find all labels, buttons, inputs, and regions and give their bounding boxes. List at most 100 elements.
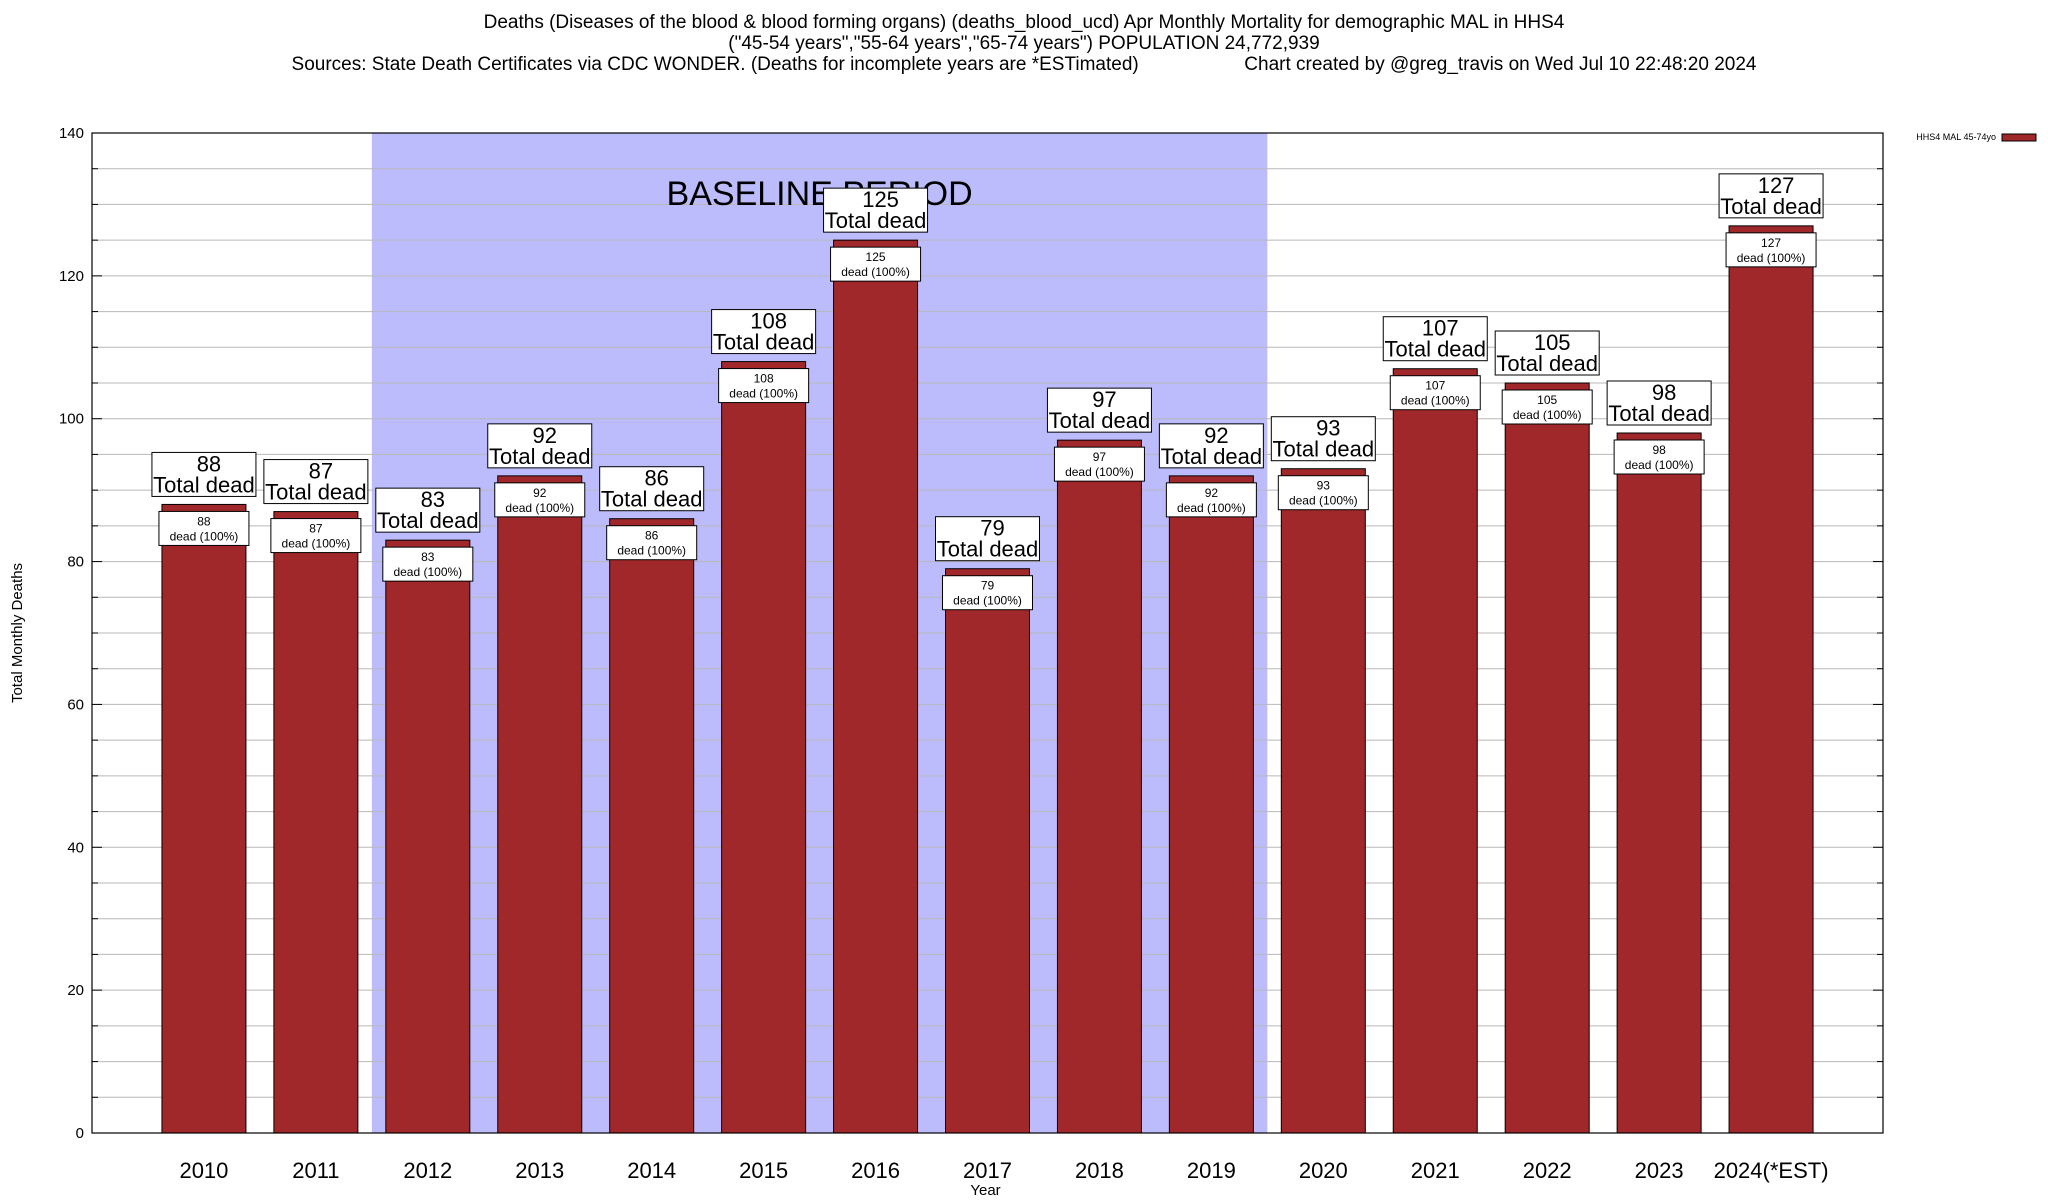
bar bbox=[1504, 382, 1590, 1134]
x-tick-label: 2023 bbox=[1635, 1158, 1684, 1183]
x-axis-label: Year bbox=[970, 1182, 1000, 1199]
top-label-text: Total dead bbox=[377, 508, 479, 533]
inner-label-value: 88 bbox=[197, 514, 211, 528]
top-label-box bbox=[1494, 330, 1600, 376]
inner-label-value: 97 bbox=[1093, 450, 1107, 464]
top-label-value: 125 bbox=[862, 187, 899, 212]
top-label-box bbox=[711, 309, 817, 355]
y-tick-label: 60 bbox=[67, 696, 84, 713]
inner-label-value: 108 bbox=[754, 372, 774, 386]
inner-label-text: dead (100%) bbox=[1737, 251, 1806, 265]
inner-label-value: 98 bbox=[1652, 443, 1666, 457]
top-label-value: 88 bbox=[197, 451, 221, 476]
top-label-value: 97 bbox=[1092, 387, 1116, 412]
top-label-text: Total dead bbox=[937, 537, 1039, 562]
top-label-box bbox=[1606, 380, 1712, 426]
x-tick-label: 2014 bbox=[627, 1158, 676, 1183]
inner-label-value: 79 bbox=[981, 579, 995, 593]
top-label-text: Total dead bbox=[601, 487, 703, 512]
x-tick-label: 2019 bbox=[1187, 1158, 1236, 1183]
chart-credit: Chart created by @greg_travis on Wed Jul… bbox=[1244, 54, 1757, 75]
inner-label-box bbox=[1501, 389, 1593, 425]
plot-border bbox=[91, 132, 1884, 1134]
inner-label-text: dead (100%) bbox=[1177, 501, 1246, 515]
inner-label-text: dead (100%) bbox=[1289, 494, 1358, 508]
bar bbox=[1280, 468, 1366, 1134]
inner-label-box bbox=[270, 518, 362, 554]
inner-label-value: 93 bbox=[1317, 479, 1331, 493]
top-label-text: Total dead bbox=[489, 444, 591, 469]
inner-label-box bbox=[158, 510, 250, 546]
top-label-box bbox=[599, 466, 705, 512]
top-label-text: Total dead bbox=[1720, 194, 1822, 219]
bar bbox=[385, 539, 471, 1134]
inner-label-value: 125 bbox=[866, 250, 886, 264]
x-tick-label: 2021 bbox=[1411, 1158, 1460, 1183]
bar bbox=[1056, 439, 1142, 1134]
top-label-box bbox=[263, 459, 369, 505]
y-tick-label: 40 bbox=[67, 839, 84, 856]
top-label-text: Total dead bbox=[1161, 444, 1263, 469]
inner-label-box bbox=[718, 368, 810, 404]
inner-label-value: 86 bbox=[645, 529, 659, 543]
inner-label-text: dead (100%) bbox=[505, 501, 574, 515]
inner-label-box bbox=[1277, 475, 1369, 511]
y-tick-label: 20 bbox=[67, 982, 84, 999]
top-label-value: 93 bbox=[1316, 416, 1340, 441]
top-label-text: Total dead bbox=[1049, 408, 1151, 433]
inner-label-box bbox=[1053, 446, 1145, 482]
inner-label-box bbox=[1165, 482, 1257, 518]
bar bbox=[609, 518, 695, 1134]
top-label-value: 92 bbox=[1204, 423, 1228, 448]
inner-label-box bbox=[1725, 232, 1817, 268]
x-tick-label: 2024(*EST) bbox=[1714, 1158, 1829, 1183]
bar bbox=[1168, 475, 1254, 1134]
y-tick-label: 120 bbox=[59, 268, 84, 285]
top-label-value: 87 bbox=[309, 459, 333, 484]
inner-label-text: dead (100%) bbox=[1401, 394, 1470, 408]
top-label-text: Total dead bbox=[1608, 401, 1710, 426]
top-label-value: 107 bbox=[1422, 316, 1459, 341]
bar bbox=[497, 475, 583, 1134]
inner-label-value: 107 bbox=[1425, 379, 1445, 393]
inner-label-text: dead (100%) bbox=[1625, 458, 1694, 472]
x-tick-label: 2015 bbox=[739, 1158, 788, 1183]
chart-source-line: Sources: State Death Certificates via CD… bbox=[0, 54, 2048, 75]
inner-label-box bbox=[606, 525, 698, 561]
top-label-box bbox=[935, 516, 1040, 562]
legend-label: HHS4 MAL 45-74yo bbox=[1916, 132, 1996, 142]
inner-label-value: 127 bbox=[1761, 236, 1781, 250]
top-label-text: Total dead bbox=[825, 208, 927, 233]
top-label-value: 79 bbox=[980, 516, 1004, 541]
top-label-text: Total dead bbox=[713, 330, 815, 355]
top-label-value: 127 bbox=[1758, 173, 1795, 198]
top-label-box bbox=[1270, 416, 1376, 462]
top-label-box bbox=[1158, 423, 1264, 469]
inner-label-value: 92 bbox=[1205, 486, 1219, 500]
y-tick-label: 100 bbox=[59, 411, 84, 428]
inner-label-box bbox=[494, 482, 586, 518]
x-tick-label: 2022 bbox=[1523, 1158, 1572, 1183]
top-label-text: Total dead bbox=[1384, 337, 1486, 362]
inner-label-box bbox=[942, 575, 1033, 611]
y-tick-label: 140 bbox=[59, 125, 84, 142]
chart-subtitle: ("45-54 years","55-64 years","65-74 year… bbox=[728, 33, 1320, 54]
top-label-value: 83 bbox=[421, 487, 445, 512]
x-tick-label: 2010 bbox=[179, 1158, 228, 1183]
top-label-text: Total dead bbox=[153, 472, 255, 497]
inner-label-box bbox=[830, 246, 922, 282]
inner-label-text: dead (100%) bbox=[729, 387, 798, 401]
y-axis-label: Total Monthly Deaths bbox=[9, 563, 26, 703]
top-label-box bbox=[151, 451, 257, 497]
bar bbox=[273, 511, 359, 1134]
top-label-text: Total dead bbox=[265, 480, 367, 505]
x-tick-label: 2011 bbox=[292, 1158, 339, 1183]
top-label-box bbox=[375, 487, 481, 533]
x-tick-label: 2018 bbox=[1075, 1158, 1124, 1183]
top-label-text: Total dead bbox=[1273, 437, 1375, 462]
bar bbox=[721, 361, 807, 1134]
x-tick-label: 2013 bbox=[515, 1158, 564, 1183]
top-label-value: 92 bbox=[533, 423, 557, 448]
bar bbox=[945, 568, 1030, 1134]
